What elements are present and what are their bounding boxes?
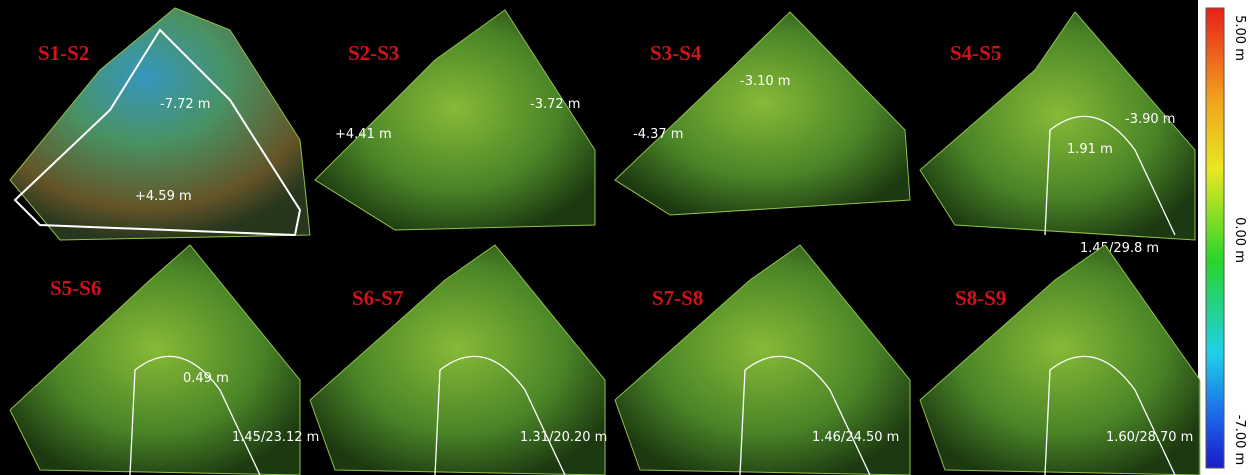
annotation: -3.90 m — [1125, 112, 1175, 127]
annotation: -3.10 m — [740, 74, 790, 89]
colorbar-label: 5.00 m — [1232, 15, 1247, 61]
panel: S8-S9 1.60/28.70 m — [920, 245, 1200, 475]
annotation: 1.45/23.12 m — [232, 430, 319, 445]
panel-title: S4-S5 — [950, 41, 1001, 65]
annotation: 1.60/28.70 m — [1106, 430, 1193, 445]
panel: S4-S5-3.90 m1.91 m1.45/29.8 m — [920, 12, 1195, 256]
annotation: -7.72 m — [160, 97, 210, 112]
annotation: 0.49 m — [183, 371, 229, 386]
annotation: -3.72 m — [530, 97, 580, 112]
annotation: 1.46/24.50 m — [812, 430, 899, 445]
annotation: -4.37 m — [633, 127, 683, 142]
panel: S3-S4 -3.10 m -4.37 m — [615, 12, 910, 215]
annotation: +4.59 m — [135, 189, 192, 204]
colorbar-label: -7.00 m — [1232, 415, 1247, 465]
panel: S7-S8 1.46/24.50 m — [615, 245, 910, 475]
annotation: 1.31/20.20 m — [520, 430, 607, 445]
panel-title: S6-S7 — [352, 286, 403, 310]
figure: S1-S2 -7.72 m +4.59 m S2-S3 +4.41 m -3.72 m S3… — [0, 0, 1252, 475]
panel-title: S2-S3 — [348, 41, 399, 65]
panel: S5-S6 0.49 m 1.45/23.12 m — [10, 245, 319, 475]
panel-title: S5-S6 — [50, 276, 101, 300]
colorbar-label: 0.00 m — [1232, 217, 1247, 263]
panel: S2-S3 +4.41 m -3.72 m — [315, 10, 595, 230]
colorbar — [1206, 8, 1224, 468]
annotation: +4.41 m — [335, 127, 392, 142]
annotation: 1.91 m — [1067, 142, 1113, 157]
panel: S1-S2 -7.72 m +4.59 m — [10, 8, 310, 240]
panel-title: S7-S8 — [652, 286, 703, 310]
panel-title: S8-S9 — [955, 286, 1006, 310]
panel-title: S1-S2 — [38, 41, 89, 65]
panel: S6-S7 1.31/20.20 m — [310, 245, 607, 475]
panel-title: S3-S4 — [650, 41, 702, 65]
